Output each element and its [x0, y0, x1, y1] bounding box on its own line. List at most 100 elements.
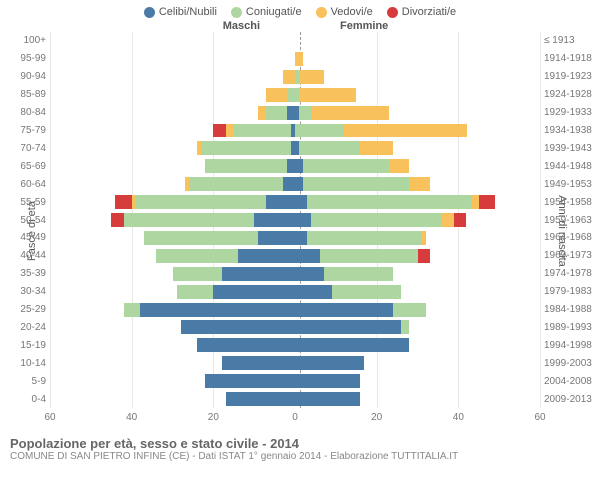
age-row: 70-741939-1943: [50, 139, 540, 157]
male-bar: [50, 177, 295, 191]
bar-segment: [140, 303, 295, 317]
female-bar: [295, 338, 540, 352]
birth-year-label: 1994-1998: [544, 340, 598, 351]
bar-segment: [234, 124, 291, 138]
birth-year-label: 2004-2008: [544, 376, 598, 387]
female-bar: [295, 213, 540, 227]
column-headers: Maschi Femmine: [0, 20, 600, 32]
plot-area: Fasce di età Anni di nascita 100+≤ 19139…: [0, 32, 600, 430]
male-bar: [50, 374, 295, 388]
x-tick: 40: [126, 412, 137, 423]
bar-segment: [320, 249, 418, 263]
bar-segment: [471, 195, 479, 209]
age-label: 80-84: [12, 107, 46, 118]
bar-segment: [189, 177, 283, 191]
age-row: 35-391974-1978: [50, 265, 540, 283]
male-bar: [50, 231, 295, 245]
bar-segment: [295, 285, 332, 299]
bar-segment: [111, 213, 123, 227]
legend-item: Celibi/Nubili: [144, 6, 217, 18]
age-row: 95-991914-1918: [50, 50, 540, 68]
legend-dot: [387, 7, 398, 18]
age-row: 10-141999-2003: [50, 354, 540, 372]
bar-segment: [311, 106, 389, 120]
legend-item: Divorziati/e: [387, 6, 456, 18]
male-bar: [50, 34, 295, 48]
bar-segment: [115, 195, 131, 209]
legend-label: Divorziati/e: [402, 6, 456, 18]
bar-segment: [226, 392, 295, 406]
age-label: 60-64: [12, 179, 46, 190]
bar-segment: [295, 374, 360, 388]
female-bar: [295, 285, 540, 299]
birth-year-label: 1929-1933: [544, 107, 598, 118]
female-bar: [295, 88, 540, 102]
male-bar: [50, 356, 295, 370]
male-bar: [50, 303, 295, 317]
age-row: 5-92004-2008: [50, 372, 540, 390]
age-label: 40-44: [12, 250, 46, 261]
bar-segment: [324, 267, 393, 281]
birth-year-label: 1959-1963: [544, 215, 598, 226]
bar-segment: [258, 106, 266, 120]
age-row: 60-641949-1953: [50, 175, 540, 193]
bar-segment: [295, 124, 344, 138]
bar-segment: [307, 231, 421, 245]
bar-segment: [344, 124, 467, 138]
age-row: 55-591954-1958: [50, 193, 540, 211]
bar-segment: [389, 159, 409, 173]
data-rows: 100+≤ 191395-991914-191890-941919-192385…: [50, 32, 540, 408]
bar-segment: [393, 303, 426, 317]
bar-segment: [311, 213, 442, 227]
female-bar: [295, 320, 540, 334]
age-row: 0-42009-2013: [50, 390, 540, 408]
bar-segment: [201, 141, 291, 155]
legend-dot: [316, 7, 327, 18]
male-bar: [50, 195, 295, 209]
female-bar: [295, 392, 540, 406]
age-label: 45-49: [12, 232, 46, 243]
birth-year-label: 1934-1938: [544, 125, 598, 136]
birth-year-label: 1999-2003: [544, 358, 598, 369]
legend-item: Coniugati/e: [231, 6, 302, 18]
age-label: 75-79: [12, 125, 46, 136]
legend-label: Coniugati/e: [246, 6, 302, 18]
bar-segment: [454, 213, 466, 227]
birth-year-label: 2009-2013: [544, 394, 598, 405]
bar-segment: [124, 213, 255, 227]
female-bar: [295, 141, 540, 155]
age-row: 80-841929-1933: [50, 104, 540, 122]
bar-segment: [299, 70, 324, 84]
bar-segment: [222, 356, 296, 370]
birth-year-label: 1924-1928: [544, 89, 598, 100]
age-label: 0-4: [12, 394, 46, 405]
bar-segment: [213, 285, 295, 299]
x-tick: 40: [453, 412, 464, 423]
bar-segment: [266, 106, 286, 120]
age-row: 75-791934-1938: [50, 122, 540, 140]
bar-segment: [303, 159, 389, 173]
bar-segment: [295, 356, 364, 370]
age-row: 15-191994-1998: [50, 336, 540, 354]
bar-segment: [295, 159, 303, 173]
birth-year-label: 1944-1948: [544, 161, 598, 172]
male-bar: [50, 52, 295, 66]
female-bar: [295, 303, 540, 317]
bar-segment: [181, 320, 295, 334]
bar-segment: [299, 106, 311, 120]
female-bar: [295, 267, 540, 281]
bar-segment: [295, 338, 409, 352]
female-bar: [295, 356, 540, 370]
female-bar: [295, 231, 540, 245]
female-bar: [295, 34, 540, 48]
female-bar: [295, 52, 540, 66]
birth-year-label: 1914-1918: [544, 53, 598, 64]
male-bar: [50, 267, 295, 281]
age-label: 5-9: [12, 376, 46, 387]
bar-segment: [479, 195, 495, 209]
bar-segment: [238, 249, 295, 263]
male-bar: [50, 249, 295, 263]
bar-segment: [295, 52, 303, 66]
bar-segment: [205, 159, 287, 173]
x-tick: 20: [371, 412, 382, 423]
